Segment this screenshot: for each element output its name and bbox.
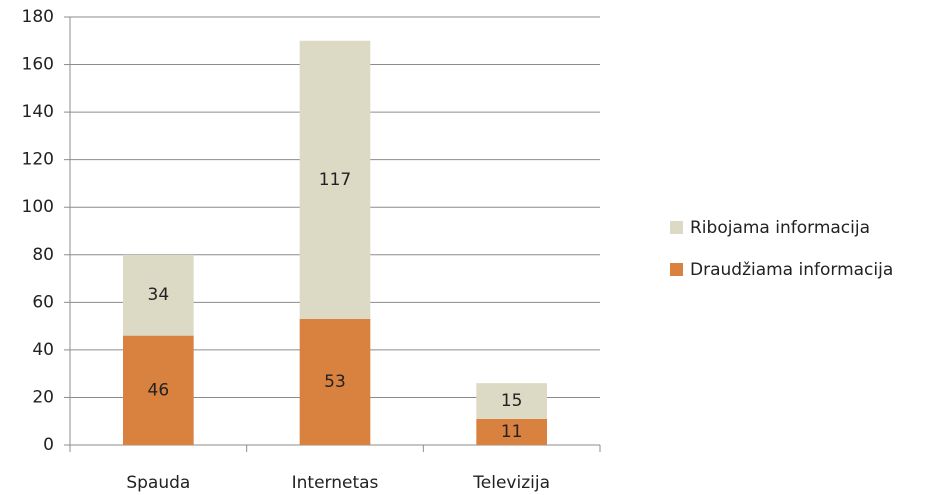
data-label: 34: [148, 285, 170, 305]
y-tick-label: 0: [43, 435, 54, 455]
data-label: 15: [501, 391, 523, 411]
legend-swatch: [670, 221, 683, 234]
x-tick-label: Spauda: [126, 473, 190, 493]
legend-swatch: [670, 263, 683, 276]
y-tick-label: 120: [22, 150, 54, 170]
y-tick-label: 180: [22, 7, 54, 27]
data-label: 11: [501, 422, 523, 442]
y-tick-label: 40: [32, 340, 54, 360]
data-label: 46: [148, 380, 170, 400]
bar-segment: [476, 418, 547, 445]
bar-segment: [299, 318, 371, 445]
bar-segment: [299, 40, 371, 319]
x-tick-label: Televizija: [472, 473, 550, 493]
bar-segment: [123, 335, 194, 445]
y-tick-label: 20: [32, 387, 54, 407]
y-tick-label: 100: [22, 197, 54, 217]
y-tick-label: 160: [22, 55, 54, 75]
y-tick-label: 80: [32, 245, 54, 265]
bar-segment: [123, 254, 194, 336]
legend-label: Draudžiama informacija: [690, 260, 893, 280]
y-tick-label: 60: [32, 292, 54, 312]
data-label: 117: [319, 170, 351, 190]
bar-segment: [476, 383, 547, 419]
legend-label: Ribojama informacija: [690, 218, 870, 238]
x-tick-label: Internetas: [292, 473, 379, 493]
data-label: 53: [324, 372, 346, 392]
y-tick-label: 140: [22, 102, 54, 122]
